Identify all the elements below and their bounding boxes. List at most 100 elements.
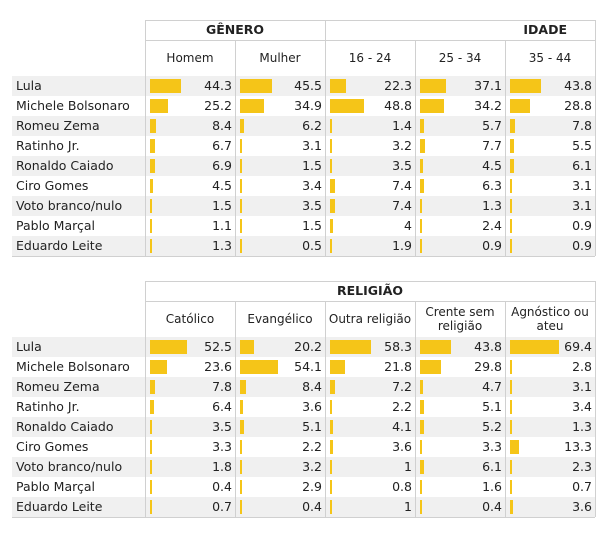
data-cell: 5.1 bbox=[235, 417, 325, 437]
value-label: 6.4 bbox=[212, 399, 232, 414]
value-bar bbox=[330, 239, 332, 253]
value-label: 3.1 bbox=[572, 379, 592, 394]
data-cell: 0.9 bbox=[505, 236, 595, 256]
value-bar bbox=[420, 199, 422, 213]
data-cell: 21.8 bbox=[325, 357, 415, 377]
column-divider bbox=[505, 40, 506, 256]
value-bar bbox=[420, 440, 423, 454]
row-label: Ronaldo Caiado bbox=[16, 419, 114, 434]
data-cell: 6.9 bbox=[145, 156, 235, 176]
value-label: 58.3 bbox=[384, 339, 412, 354]
value-bar bbox=[420, 480, 422, 494]
value-bar bbox=[240, 480, 243, 494]
data-cell: 0.7 bbox=[505, 477, 595, 497]
value-label: 4.1 bbox=[392, 419, 412, 434]
value-label: 1.6 bbox=[482, 479, 502, 494]
value-bar bbox=[150, 139, 155, 153]
data-cell: 5.7 bbox=[415, 116, 505, 136]
value-bar bbox=[420, 380, 424, 394]
value-bar bbox=[240, 500, 242, 514]
data-cell: 1.4 bbox=[325, 116, 415, 136]
value-label: 1.3 bbox=[572, 419, 592, 434]
value-bar bbox=[150, 420, 153, 434]
value-bar bbox=[420, 219, 422, 233]
column-divider bbox=[595, 281, 596, 517]
data-cell: 52.5 bbox=[145, 337, 235, 357]
row-stripe bbox=[12, 236, 595, 256]
value-label: 1.5 bbox=[302, 218, 322, 233]
value-label: 37.1 bbox=[474, 78, 502, 93]
data-cell: 44.3 bbox=[145, 76, 235, 96]
data-cell: 0.4 bbox=[235, 497, 325, 517]
data-cell: 3.4 bbox=[505, 397, 595, 417]
value-bar bbox=[240, 340, 255, 354]
value-label: 3.4 bbox=[572, 399, 592, 414]
row-stripe bbox=[12, 116, 595, 136]
data-cell: 7.7 bbox=[415, 136, 505, 156]
value-label: 1 bbox=[404, 499, 412, 514]
value-label: 3.3 bbox=[212, 439, 232, 454]
column-header: Crente sem religião bbox=[425, 305, 495, 333]
data-cell: 2.8 bbox=[505, 357, 595, 377]
data-cell: 0.7 bbox=[145, 497, 235, 517]
value-label: 1 bbox=[404, 459, 412, 474]
data-cell: 3.5 bbox=[325, 156, 415, 176]
value-label: 0.5 bbox=[302, 238, 322, 253]
value-label: 43.8 bbox=[564, 78, 592, 93]
data-cell: 6.3 bbox=[415, 176, 505, 196]
data-cell: 1.9 bbox=[325, 236, 415, 256]
data-cell: 5.2 bbox=[415, 417, 505, 437]
value-bar bbox=[510, 119, 516, 133]
value-label: 1.3 bbox=[212, 238, 232, 253]
row-label: Ciro Gomes bbox=[16, 178, 89, 193]
value-bar bbox=[330, 420, 333, 434]
value-label: 25.2 bbox=[204, 98, 232, 113]
data-cell: 6.1 bbox=[415, 457, 505, 477]
data-cell: 8.4 bbox=[145, 116, 235, 136]
value-label: 28.8 bbox=[564, 98, 592, 113]
data-cell: 0.5 bbox=[235, 236, 325, 256]
value-label: 0.9 bbox=[572, 238, 592, 253]
row-stripe bbox=[12, 156, 595, 176]
value-bar bbox=[330, 139, 333, 153]
value-label: 7.7 bbox=[482, 138, 502, 153]
row-stripe bbox=[12, 196, 595, 216]
value-label: 3.2 bbox=[392, 138, 412, 153]
value-label: 2.9 bbox=[302, 479, 322, 494]
data-cell: 2.2 bbox=[325, 397, 415, 417]
value-label: 3.6 bbox=[392, 439, 412, 454]
value-label: 6.9 bbox=[212, 158, 232, 173]
value-label: 3.6 bbox=[572, 499, 592, 514]
demographics-table-religion: RELIGIÃO Católico Evangélico Outra religião… bbox=[12, 281, 598, 518]
data-cell: 1.8 bbox=[145, 457, 235, 477]
data-cell: 13.3 bbox=[505, 437, 595, 457]
data-cell: 6.7 bbox=[145, 136, 235, 156]
data-cell: 4.7 bbox=[415, 377, 505, 397]
value-label: 22.3 bbox=[384, 78, 412, 93]
value-label: 2.4 bbox=[482, 218, 502, 233]
row-label: Lula bbox=[16, 78, 42, 93]
data-cell: 0.8 bbox=[325, 477, 415, 497]
row-stripe bbox=[12, 457, 595, 477]
data-cell: 1.5 bbox=[235, 156, 325, 176]
group-header-divider bbox=[145, 301, 595, 302]
value-bar bbox=[150, 460, 152, 474]
value-bar bbox=[330, 360, 346, 374]
data-cell: 23.6 bbox=[145, 357, 235, 377]
value-label: 45.5 bbox=[294, 78, 322, 93]
value-bar bbox=[240, 360, 278, 374]
value-label: 1.8 bbox=[212, 459, 232, 474]
value-label: 2.3 bbox=[572, 459, 592, 474]
value-bar bbox=[240, 159, 242, 173]
value-bar bbox=[420, 340, 451, 354]
data-cell: 2.3 bbox=[505, 457, 595, 477]
data-cell: 7.8 bbox=[505, 116, 595, 136]
value-label: 1.5 bbox=[212, 198, 232, 213]
data-cell: 58.3 bbox=[325, 337, 415, 357]
value-label: 0.4 bbox=[302, 499, 322, 514]
value-bar bbox=[420, 119, 424, 133]
row-label: Michele Bolsonaro bbox=[16, 359, 130, 374]
value-bar bbox=[330, 440, 333, 454]
data-cell: 5.1 bbox=[415, 397, 505, 417]
column-header: Mulher bbox=[259, 51, 301, 65]
